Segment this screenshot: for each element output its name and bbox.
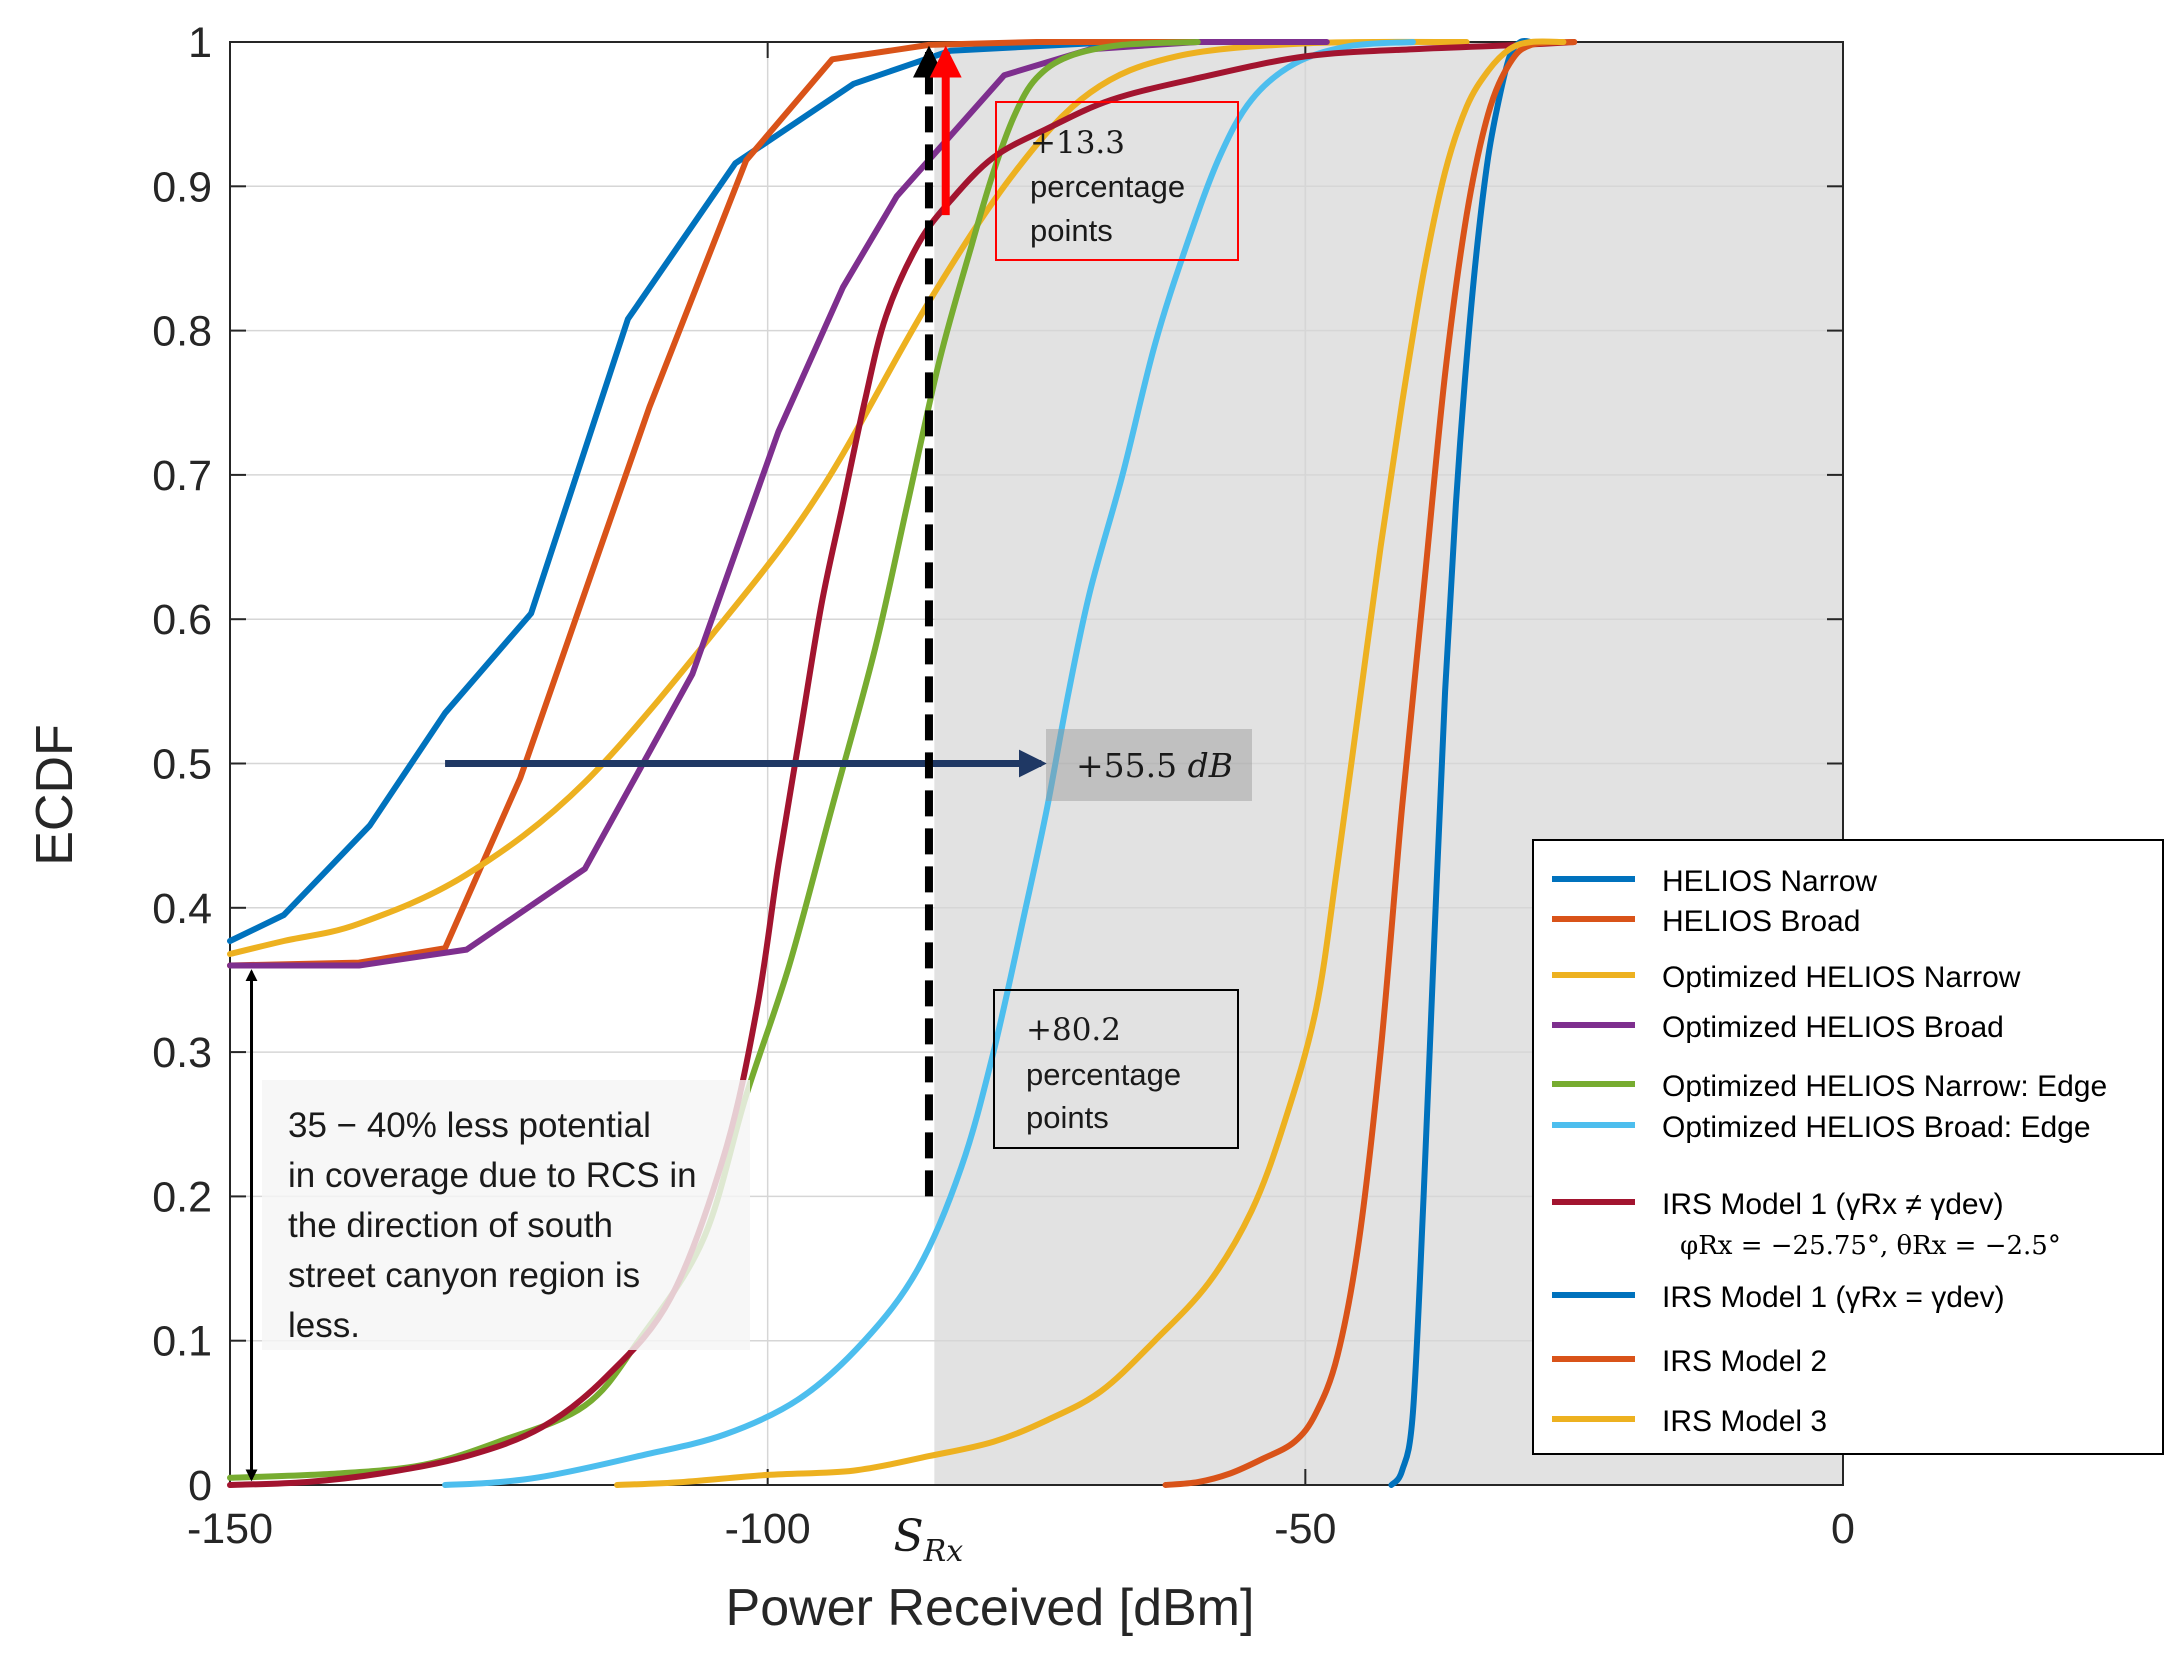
- x-tick-label: -100: [725, 1505, 811, 1553]
- series-line-7: [227, 39, 1578, 1488]
- series-line-3: [227, 38, 1470, 957]
- y-tick-label: 1: [188, 19, 212, 67]
- legend-label: Optimized HELIOS Broad: Edge: [1662, 1111, 2091, 1144]
- pp13-line2: percentage: [1030, 169, 1185, 204]
- legend-label: IRS Model 1 (γRx = γdev): [1662, 1281, 2005, 1314]
- x-tick-label: -50: [1274, 1505, 1336, 1553]
- pp80-line3: points: [1026, 1100, 1109, 1135]
- legend-label: HELIOS Narrow: [1662, 865, 1877, 898]
- coverage-note-line: in coverage due to RCS in: [288, 1156, 697, 1195]
- y-tick-label: 0: [188, 1462, 212, 1510]
- legend-label: Optimized HELIOS Narrow: Edge: [1662, 1070, 2107, 1103]
- legend-box: [1532, 839, 2164, 1455]
- coverage-note-line: less.: [288, 1306, 360, 1345]
- y-tick-label: 0.3: [152, 1029, 212, 1077]
- y-tick-label: 0.6: [152, 596, 212, 644]
- srx-label: SRx: [894, 1511, 964, 1569]
- pp80-line2: percentage: [1026, 1057, 1181, 1092]
- coverage-note-line: 35 − 40% less potential: [288, 1106, 651, 1145]
- legend-label: IRS Model 3: [1662, 1405, 1827, 1438]
- coverage-note-box: [262, 1080, 750, 1350]
- pp80-value: +80.2: [1026, 1012, 1121, 1048]
- coverage-note-line: the direction of south: [288, 1206, 613, 1245]
- y-tick-label: 0.8: [152, 308, 212, 356]
- pp13-line3: points: [1030, 213, 1113, 248]
- legend-label: IRS Model 2: [1662, 1345, 1827, 1378]
- x-axis-label: Power Received [dBm]: [726, 1579, 1255, 1637]
- legend-label: IRS Model 1 (γRx ≠ γdev): [1662, 1188, 2004, 1221]
- legend-label: Optimized HELIOS Narrow: [1662, 961, 2021, 994]
- y-tick-label: 0.2: [152, 1173, 212, 1221]
- y-tick-label: 0.4: [152, 885, 212, 933]
- series-line-6: [442, 39, 1416, 1488]
- x-tick-label: -150: [187, 1505, 273, 1553]
- y-tick-label: 0.5: [152, 741, 212, 789]
- legend-label: Optimized HELIOS Broad: [1662, 1011, 2004, 1044]
- pp13-value: +13.3: [1030, 125, 1125, 161]
- series-line-2: [227, 39, 1255, 969]
- pp13-box: [995, 101, 1239, 261]
- legend-label: HELIOS Broad: [1662, 905, 1860, 938]
- legend-label-line2: φRx = −25.75°, θRx = −2.5°: [1680, 1231, 2061, 1261]
- series-line-5: [227, 39, 1201, 1481]
- series-line-9: [1162, 39, 1578, 1488]
- series-line-10: [614, 38, 1567, 1488]
- y-axis-label: ECDF: [26, 724, 84, 866]
- gain-label-box: [1046, 729, 1252, 801]
- series-line-8: [1388, 37, 1535, 1488]
- y-tick-label: 0.1: [152, 1318, 212, 1366]
- pp80-box: [993, 989, 1239, 1149]
- gain-label: +55.5 dB: [1076, 746, 1233, 785]
- coverage-note-line: street canyon region is: [288, 1256, 640, 1295]
- y-tick-label: 0.9: [152, 163, 212, 211]
- x-tick-label: 0: [1831, 1505, 1855, 1553]
- y-tick-label: 0.7: [152, 452, 212, 500]
